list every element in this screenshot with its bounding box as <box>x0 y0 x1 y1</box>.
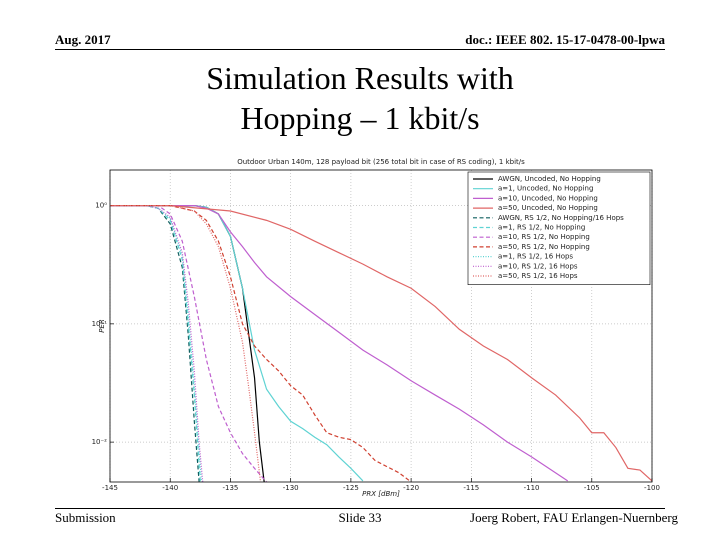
x-axis-label: PRX [dBm] <box>362 490 400 498</box>
y-tick-label: 10⁻² <box>92 438 108 446</box>
x-tick-label: -145 <box>102 484 118 492</box>
legend-label: a=10, RS 1/2, 16 Hops <box>498 262 578 270</box>
series-line <box>110 205 201 482</box>
series-line <box>110 205 262 482</box>
legend-label: a=50, Uncoded, No Hopping <box>498 204 598 212</box>
plot-frame <box>109 169 653 483</box>
x-tick-label: -135 <box>222 484 238 492</box>
legend-label: a=10, RS 1/2, No Hopping <box>498 233 590 241</box>
x-tick-label: -120 <box>403 484 419 492</box>
series-line <box>110 205 268 482</box>
x-tick-label: -130 <box>283 484 299 492</box>
y-axis-label: PER <box>98 319 106 333</box>
series-line <box>110 205 652 482</box>
x-tick-label: -115 <box>463 484 479 492</box>
legend-label: AWGN, RS 1/2, No Hopping/16 Hops <box>498 214 624 222</box>
legend-label: a=50, RS 1/2, 16 Hops <box>498 272 578 280</box>
footer-right: Joerg Robert, FAU Erlangen-Nuernberg <box>470 510 678 525</box>
x-tick-label: -140 <box>162 484 178 492</box>
x-tick-label: -105 <box>584 484 600 492</box>
legend-label: AWGN, Uncoded, No Hopping <box>498 175 601 183</box>
header-doc: doc.: IEEE 802. 15-17-0478-00-lpwa <box>465 32 665 47</box>
legend-box <box>467 171 651 285</box>
legend-label: a=1, RS 1/2, No Hopping <box>498 224 585 232</box>
legend-label: a=50, RS 1/2, No Hopping <box>498 243 590 251</box>
footer-left: Submission <box>55 510 116 525</box>
x-tick-label: -110 <box>524 484 540 492</box>
legend-label: a=10, Uncoded, No Hopping <box>498 194 598 202</box>
series-line <box>110 205 204 482</box>
x-tick-label: -125 <box>343 484 359 492</box>
y-tick-label: 10⁰ <box>95 202 107 210</box>
series-line <box>110 205 412 482</box>
header-rule <box>55 49 665 50</box>
slide-title: Simulation Results with Hopping – 1 kbit… <box>206 60 514 136</box>
header-date: Aug. 2017 <box>55 32 111 47</box>
series-line <box>110 205 569 482</box>
legend-label: a=1, RS 1/2, 16 Hops <box>498 253 573 261</box>
chart-title: Outdoor Urban 140m, 128 payload bit (256… <box>237 158 525 166</box>
footer-rule <box>55 508 665 509</box>
y-tick-label: 10⁻¹ <box>92 320 108 328</box>
footer-center: Slide 33 <box>338 510 382 525</box>
x-tick-label: -100 <box>644 484 660 492</box>
legend-label: a=1, Uncoded, No Hopping <box>498 185 593 193</box>
